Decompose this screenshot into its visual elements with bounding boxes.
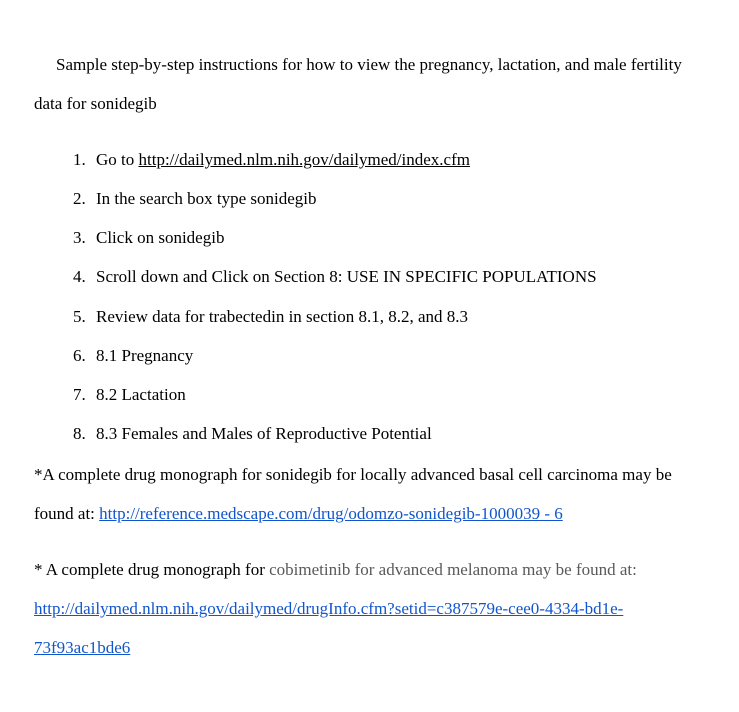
footnote-2: * A complete drug monograph for cobimeti…	[34, 550, 705, 667]
step-5: Review data for trabectedin in section 8…	[90, 297, 705, 336]
step-2: In the search box type sonidegib	[90, 179, 705, 218]
step-1-link[interactable]: http://dailymed.nlm.nih.gov/dailymed/ind…	[139, 150, 470, 169]
footnote-1: *A complete drug monograph for sonidegib…	[34, 455, 705, 533]
step-1-prefix: Go to	[96, 150, 139, 169]
intro-paragraph: Sample step-by-step instructions for how…	[34, 45, 705, 123]
step-7: 8.2 Lactation	[90, 375, 705, 414]
step-3: Click on sonidegib	[90, 218, 705, 257]
footnote-2-gray: cobimetinib for advanced melanoma may be…	[269, 560, 637, 579]
steps-list: Go to http://dailymed.nlm.nih.gov/dailym…	[68, 140, 705, 453]
footnote-1-link[interactable]: http://reference.medscape.com/drug/odomz…	[99, 504, 563, 523]
footnote-2-link[interactable]: http://dailymed.nlm.nih.gov/dailymed/dru…	[34, 599, 623, 657]
step-1: Go to http://dailymed.nlm.nih.gov/dailym…	[90, 140, 705, 179]
step-8: 8.3 Females and Males of Reproductive Po…	[90, 414, 705, 453]
step-4: Scroll down and Click on Section 8: USE …	[90, 257, 705, 296]
step-6: 8.1 Pregnancy	[90, 336, 705, 375]
footnote-2-text: * A complete drug monograph for	[34, 560, 269, 579]
